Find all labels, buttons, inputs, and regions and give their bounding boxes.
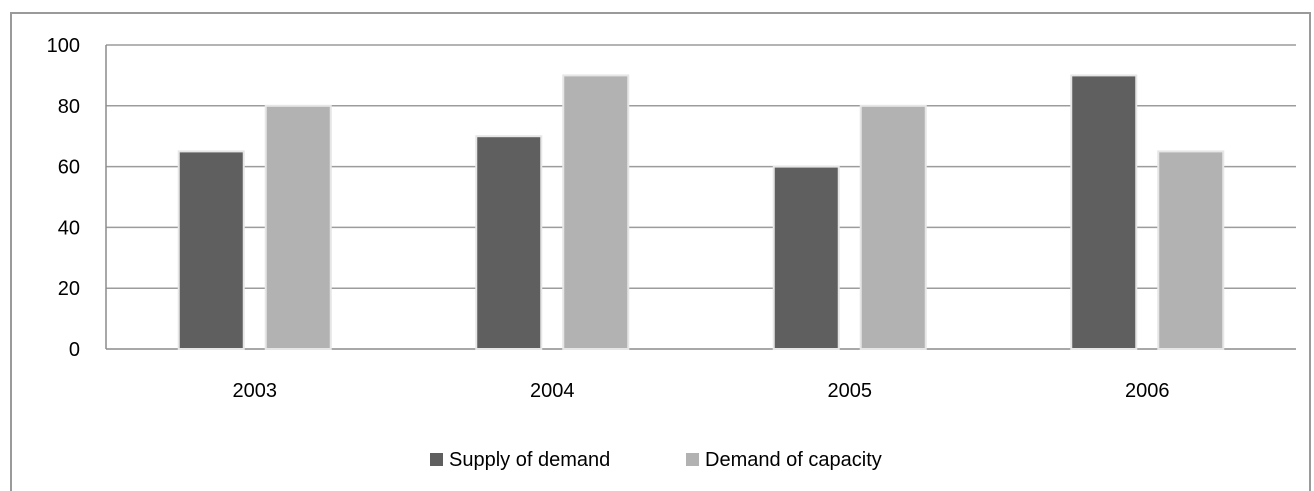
bar-demand-of-capacity-2005 [859, 104, 927, 350]
y-tick-label: 20 [58, 278, 80, 300]
legend-label: Demand of capacity [705, 449, 882, 471]
bar-supply-of-demand-2005 [772, 165, 840, 350]
bars [177, 74, 1225, 351]
x-tick-label: 2004 [530, 380, 575, 402]
y-tick-label: 80 [58, 96, 80, 118]
legend-label: Supply of demand [449, 449, 610, 471]
x-tick-label: 2006 [1125, 380, 1170, 402]
bar-supply-of-demand-2006 [1070, 74, 1138, 351]
bar-supply-of-demand-2003 [177, 150, 245, 350]
y-tick-label: 60 [58, 157, 80, 179]
bar-demand-of-capacity-2004 [562, 74, 630, 351]
legend: Supply of demand Demand of capacity [430, 449, 882, 471]
y-tick-label: 0 [69, 339, 80, 361]
y-tick-label: 40 [58, 217, 80, 239]
legend-swatch [686, 453, 699, 466]
x-tick-label: 2005 [828, 380, 873, 402]
y-tick-label: 100 [47, 35, 80, 57]
bar-supply-of-demand-2004 [475, 135, 543, 350]
x-tick-label: 2003 [233, 380, 278, 402]
bar-demand-of-capacity-2006 [1157, 150, 1225, 350]
bar-demand-of-capacity-2003 [264, 104, 332, 350]
y-tick-labels: 0 20 40 60 80 100 [47, 35, 80, 361]
x-tick-labels: 2003 2004 2005 2006 [233, 380, 1170, 402]
legend-swatch [430, 453, 443, 466]
